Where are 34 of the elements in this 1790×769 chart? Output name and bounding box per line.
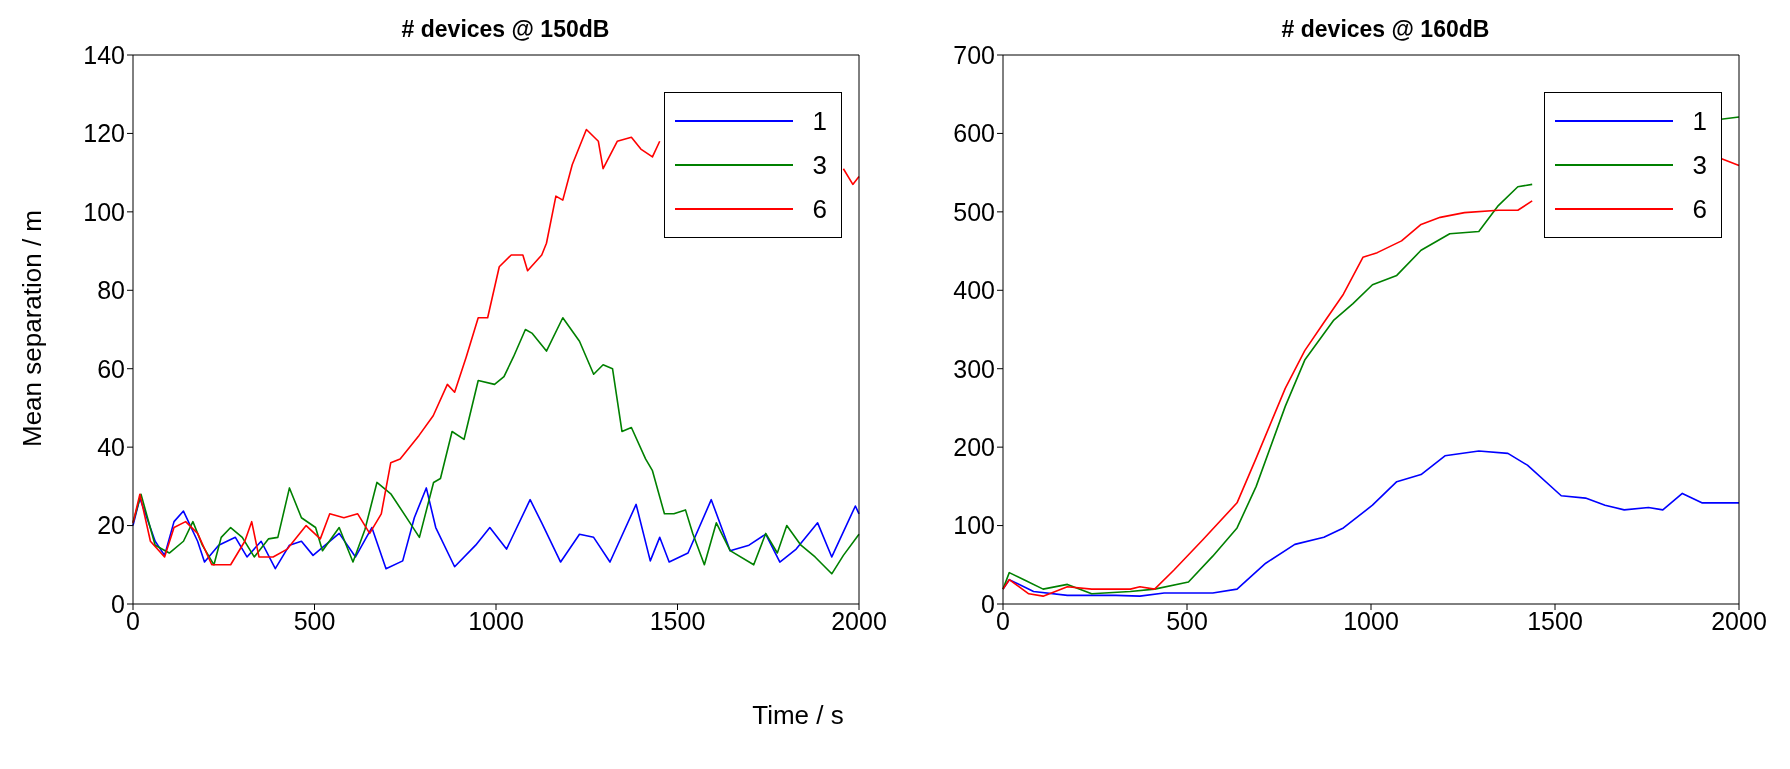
y-tick-label: 600: [953, 119, 995, 148]
chart-title: # devices @ 160dB: [1280, 16, 1491, 43]
legend-label: 3: [812, 149, 827, 182]
y-tick-label: 140: [83, 40, 125, 69]
x-tick-label: 500: [293, 606, 336, 635]
chart-title: # devices @ 150dB: [400, 16, 611, 43]
x-tick-label: 2000: [1711, 606, 1767, 635]
x-tick-label: 1500: [1527, 606, 1583, 635]
legend-label: 6: [812, 193, 827, 226]
x-tick-label: 1000: [468, 606, 524, 635]
y-tick-label: 80: [97, 276, 125, 305]
y-tick-label: 40: [97, 433, 125, 462]
line-series: [132, 487, 860, 570]
x-axis-title: Time / s: [751, 700, 845, 731]
y-tick-label: 400: [953, 276, 995, 305]
line-series: [132, 316, 860, 575]
y-axis-title: Mean separation / m: [16, 209, 48, 447]
x-tick-label: 1000: [1343, 606, 1399, 635]
legend-label: 3: [1692, 149, 1707, 182]
y-tick-label: 20: [97, 511, 125, 540]
legend-label: 1: [812, 105, 827, 138]
y-tick-label: 60: [97, 354, 125, 383]
y-tick-label: 700: [953, 40, 995, 69]
y-tick-label: 500: [953, 197, 995, 226]
legend-label: 6: [1692, 193, 1707, 226]
y-tick-label: 200: [953, 433, 995, 462]
x-tick-label: 1500: [649, 606, 706, 635]
x-tick-label: 500: [1166, 606, 1208, 635]
y-tick-label: 100: [953, 511, 995, 540]
y-tick-label: 100: [83, 197, 125, 226]
legend-label: 1: [1692, 105, 1707, 138]
y-tick-label: 300: [953, 354, 995, 383]
x-tick-label: 2000: [831, 606, 887, 635]
y-tick-label: 120: [83, 119, 125, 148]
